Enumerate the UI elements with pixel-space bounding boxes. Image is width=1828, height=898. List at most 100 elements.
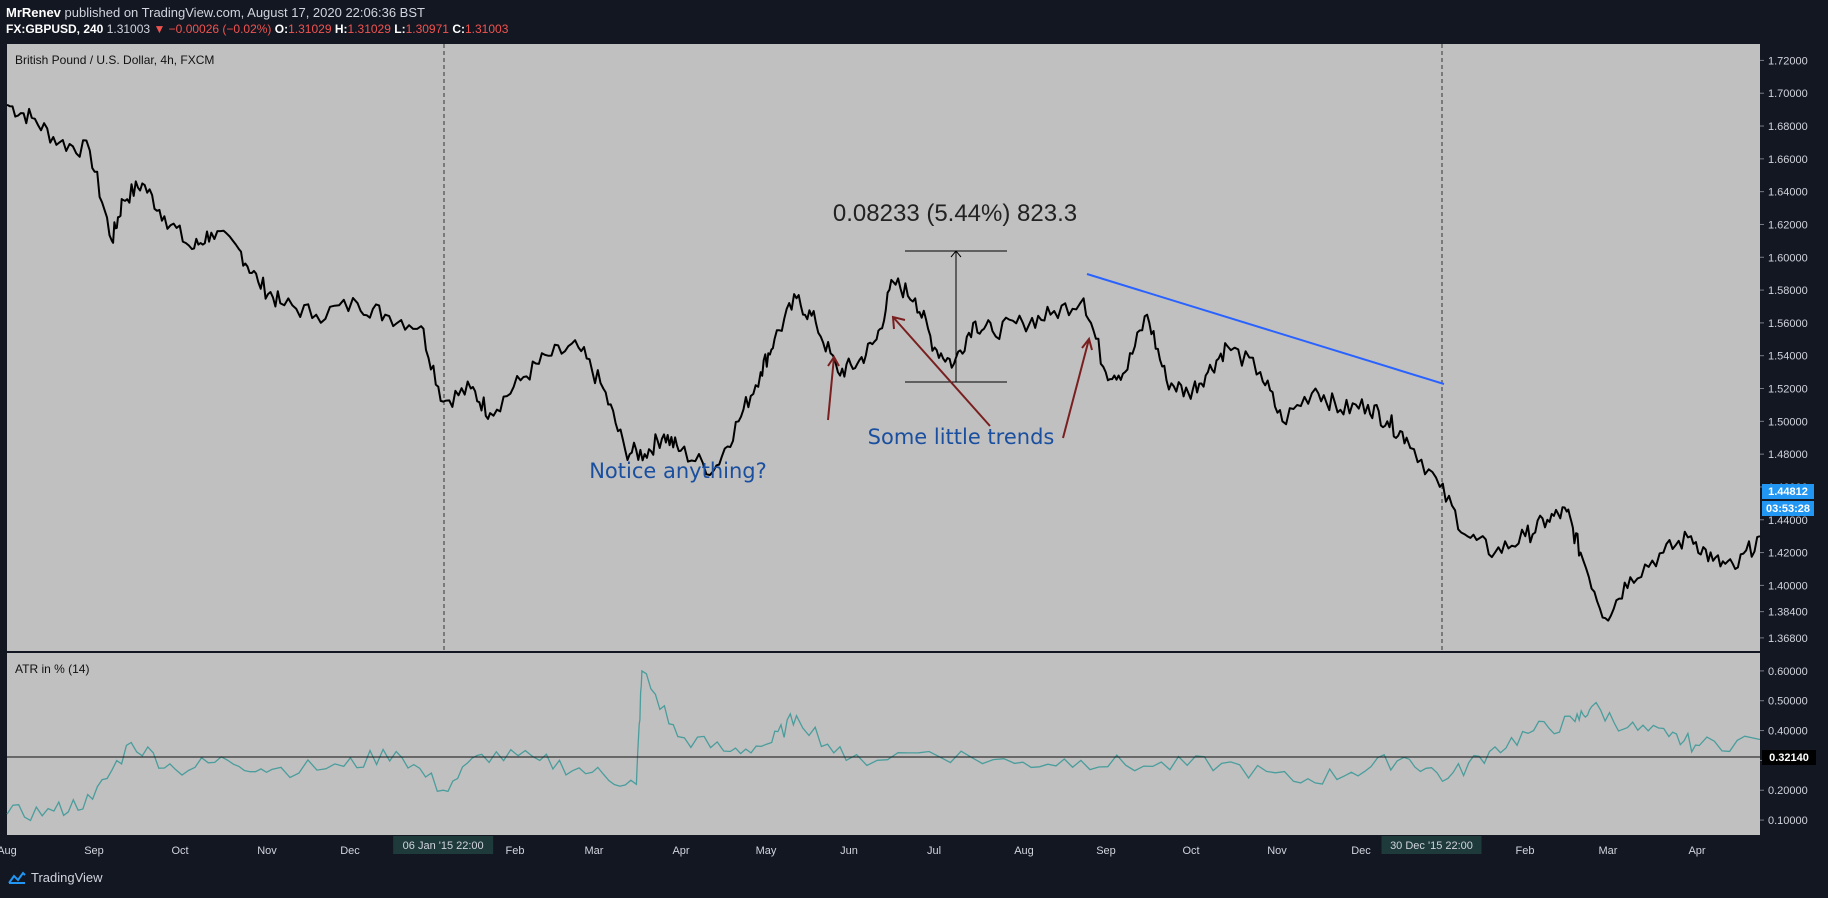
high-label: H: [334,22,348,36]
time-tick-label: Aug [0,845,17,857]
atr-current-badge: 0.32140 [1762,750,1816,765]
arrow-1-head-icon [827,355,840,367]
current-price-label: 1.44812 [1768,486,1808,498]
note-notice-anything: Notice anything? [589,459,767,483]
arrows [827,315,1093,439]
close-value: 1.31003 [464,22,509,36]
measure-tool[interactable] [905,250,1007,383]
price-tick-label: 1.70000 [1768,88,1808,100]
close-label: C: [452,22,465,36]
current-price-badge: 1.44812 03:53:28 [1762,484,1814,516]
time-tick-label: Mar [585,845,604,857]
price-tick-label: 1.56000 [1768,318,1808,330]
atr-series-line [6,669,1761,822]
time-marker-label: 30 Dec '15 22:00 [1390,840,1473,852]
atr-tick-label: 0.20000 [1768,785,1808,797]
time-tick-label: Feb [506,845,525,857]
price-tick-label: 1.52000 [1768,384,1808,396]
symbol-info: FX:GBPUSD, 240 1.31003 ▼ −0.00026 (−0.02… [6,22,508,36]
time-tick-label: Nov [257,845,277,857]
atr-pane[interactable] [7,653,1760,835]
countdown-label: 03:53:28 [1766,503,1810,515]
time-tick-label: Apr [1688,845,1705,857]
price-tick-label: 1.62000 [1768,219,1808,231]
time-tick-label: Aug [1014,845,1034,857]
price-tick-label: 1.54000 [1768,351,1808,363]
current-price-bg [1762,484,1814,499]
chart-header: MrRenev published on TradingView.com, Au… [0,0,1828,44]
time-tick-label: Sep [1096,845,1116,857]
price-tick-label: 1.50000 [1768,416,1808,428]
price-change: −0.00026 (−0.02%) [168,22,272,36]
atr-current-label: 0.32140 [1769,752,1809,764]
atr-layer [6,669,1761,822]
price-tick-label: 1.36800 [1768,633,1808,645]
tradingview-logo[interactable]: TradingView [8,870,103,885]
high-value: 1.31029 [347,22,391,36]
price-series-line [6,103,1761,622]
price-tick-label: 1.48000 [1768,449,1808,461]
atr-tick-label: 0.40000 [1768,726,1808,738]
time-marker-label: 06 Jan '15 22:00 [403,840,484,852]
price-tick-label: 1.60000 [1768,252,1808,264]
open-value: 1.31029 [288,22,332,36]
time-tick-label: Nov [1267,845,1287,857]
last-price: 1.31003 [106,22,151,36]
tradingview-logo-icon [8,870,26,884]
arrow-1 [827,356,835,421]
time-tick-label: Sep [84,845,104,857]
time-tick-label: Oct [171,845,188,857]
price-axis-ticks: 1.72000 1.70000 1.68000 1.66000 1.64000 1.620… [1760,55,1808,645]
arrow-2-head-icon [891,315,906,330]
chart-canvas[interactable]: British Pound / U.S. Dollar, 4h, FXCM AT… [0,44,1828,861]
price-pane[interactable] [7,44,1760,651]
price-tick-label: 1.40000 [1768,580,1808,592]
time-marker-badge [393,836,494,854]
time-tick-label: Dec [1351,845,1371,857]
time-axis-ticks: Aug Sep Oct Nov Dec Feb Mar Apr May Jun Jul Aug Sep O… [0,836,1706,857]
trend-line[interactable] [1086,273,1445,385]
time-marker-badge [1381,836,1482,854]
price-layer [6,103,1761,622]
low-label: L: [394,22,406,36]
pane-title: British Pound / U.S. Dollar, 4h, FXCM [15,53,214,67]
arrow-3 [1062,338,1090,439]
time-tick-label: Dec [340,845,360,857]
time-tick-label: May [756,845,777,857]
publish-info: MrRenev published on TradingView.com, Au… [6,5,425,20]
atr-current-bg [1762,750,1816,765]
price-tick-label: 1.64000 [1768,187,1808,199]
brand-name: TradingView [31,870,103,885]
price-axis[interactable] [1760,44,1828,861]
time-tick-label: Jul [927,845,941,857]
measure-arrow-icon [950,250,962,258]
time-tick-label: Feb [1516,845,1535,857]
price-tick-label: 1.72000 [1768,55,1808,67]
down-arrow-icon: ▼ [153,22,166,36]
note-some-little-trends: Some little trends [868,425,1055,449]
price-tick-label: 1.44000 [1768,515,1808,527]
arrow-3-head-icon [1081,336,1093,351]
price-tick-label: 1.38400 [1768,607,1808,619]
publish-text: published on TradingView.com, August 17,… [64,5,425,20]
countdown-bg [1762,501,1814,516]
price-tick-label: 1.42000 [1768,548,1808,560]
atr-tick-label: 0.50000 [1768,696,1808,708]
time-tick-label: Apr [672,845,689,857]
open-label: O: [274,22,289,36]
low-value: 1.30971 [405,22,449,36]
time-tick-label: Mar [1599,845,1618,857]
arrow-2 [892,316,991,427]
atr-pane-title: ATR in % (14) [15,662,89,676]
price-tick-label: 1.68000 [1768,121,1808,133]
measure-label: 0.08233 (5.44%) 823.3 [833,200,1077,227]
atr-tick-label: 0.60000 [1768,666,1808,678]
time-tick-label: Oct [1182,845,1199,857]
time-tick-label: Jun [840,845,858,857]
atr-tick-label: 0.10000 [1768,815,1808,827]
price-tick-label: 1.58000 [1768,285,1808,297]
symbol-name[interactable]: FX:GBPUSD, 240 [6,22,104,36]
author-name[interactable]: MrRenev [6,5,61,20]
footer-bar: TradingView [0,861,1828,898]
price-tick-label: 1.66000 [1768,154,1808,166]
